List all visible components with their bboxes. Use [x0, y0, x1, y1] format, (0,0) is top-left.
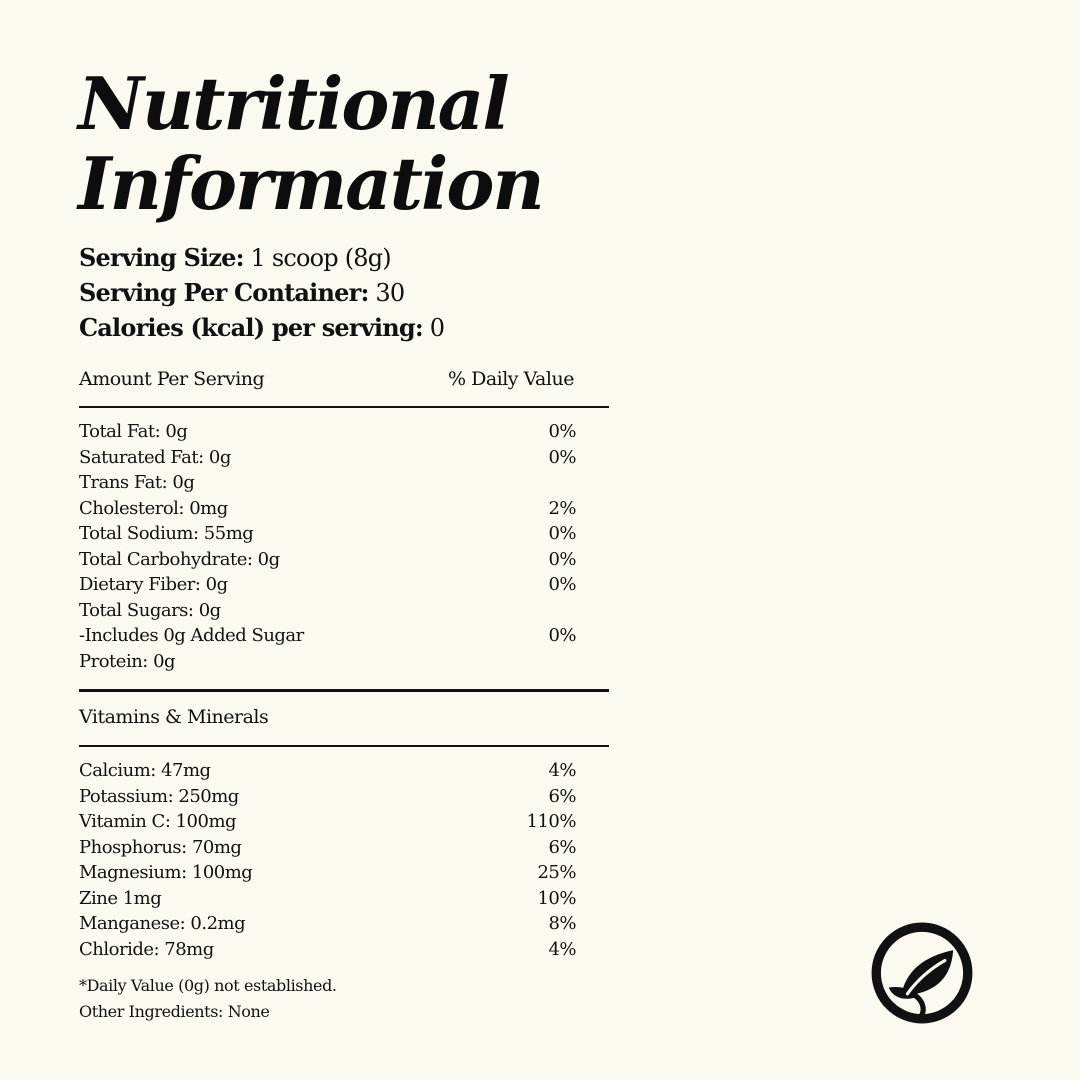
servings-per-container-value: 30	[375, 279, 405, 307]
nutrient-name: Cholesterol: 0mg	[79, 497, 228, 519]
nutrient-row: Total Fat: 0g 0%	[79, 419, 576, 445]
daily-value-header: % Daily Value	[448, 368, 574, 390]
nutrient-row: Protein: 0g	[79, 649, 576, 675]
leaf-circle-icon	[871, 922, 973, 1024]
vitamin-name: Manganese: 0.2mg	[79, 913, 246, 934]
serving-size-row: Serving Size: 1 scoop (8g)	[79, 240, 639, 275]
nutrient-name: Protein: 0g	[79, 650, 176, 672]
nutrient-name: Total Sodium: 55mg	[79, 523, 254, 544]
vitamin-name: Potassium: 250mg	[79, 785, 239, 807]
nutrient-name: Total Sugars: 0g	[79, 599, 221, 621]
header-divider	[79, 406, 609, 408]
nutrient-row: Cholesterol: 0mg 2%	[79, 496, 576, 522]
vitamin-daily-value: 6%	[548, 785, 576, 807]
nutrient-daily-value: 0%	[548, 421, 576, 442]
nutrient-row: Trans Fat: 0g	[79, 470, 576, 496]
vitamin-daily-value: 4%	[548, 938, 576, 960]
nutrient-name: -Includes 0g Added Sugar	[79, 625, 304, 646]
nutrient-row: Total Sugars: 0g	[79, 598, 576, 624]
vitamin-list: Calcium: 47mg 4% Potassium: 250mg 6% Vitamin…	[79, 758, 577, 963]
vitamins-minerals-header: Vitamins & Minerals	[79, 706, 269, 728]
calories-value: 0	[429, 314, 445, 342]
nutrient-row: Total Sodium: 55mg 0%	[79, 521, 576, 547]
vitamin-row: Vitamin C: 100mg 110%	[79, 809, 577, 835]
nutrient-row: Dietary Fiber: 0g 0%	[79, 572, 576, 598]
page-title: Nutritional Information	[78, 61, 545, 226]
vitamin-daily-value: 10%	[537, 887, 576, 909]
serving-summary: Serving Size: 1 scoop (8g) Serving Per C…	[79, 240, 639, 345]
nutrient-daily-value: 0%	[548, 625, 576, 646]
vitamins-divider	[79, 745, 609, 747]
nutrient-name: Saturated Fat: 0g	[79, 446, 231, 468]
vitamin-row: Phosphorus: 70mg 6%	[79, 835, 576, 861]
nutrient-daily-value: 0%	[548, 574, 576, 595]
vitamin-name: Phosphorus: 70mg	[79, 836, 242, 858]
servings-per-container-row: Serving Per Container: 30	[79, 275, 639, 310]
nutrient-daily-value: 0%	[548, 548, 576, 570]
vitamin-name: Chloride: 78mg	[79, 938, 214, 960]
vitamin-row: Magnesium: 100mg 25%	[79, 860, 576, 886]
vitamin-name: Magnesium: 100mg	[79, 862, 253, 883]
vitamin-daily-value: 25%	[537, 862, 576, 883]
vitamin-row: Chloride: 78mg 4%	[79, 937, 576, 963]
nutrient-name: Total Fat: 0g	[79, 421, 188, 442]
vitamin-row: Potassium: 250mg 6%	[79, 784, 576, 810]
serving-size-value: 1 scoop (8g)	[250, 244, 392, 272]
nutrient-row: Total Carbohydrate: 0g 0%	[79, 547, 576, 573]
nutrient-row: -Includes 0g Added Sugar 0%	[79, 623, 576, 649]
nutrient-daily-value: 0%	[548, 523, 576, 544]
vitamin-daily-value: 6%	[548, 836, 576, 858]
vitamin-daily-value: 110%	[526, 811, 577, 832]
serving-size-label: Serving Size:	[79, 243, 245, 272]
section-divider-thick	[79, 689, 609, 692]
nutrient-row: Saturated Fat: 0g 0%	[79, 445, 576, 471]
vitamin-daily-value: 8%	[548, 913, 576, 934]
vitamin-row: Zine 1mg 10%	[79, 886, 576, 912]
other-ingredients-note: Other Ingredients: None	[79, 1002, 270, 1021]
daily-value-footnote: *Daily Value (0g) not established.	[79, 976, 337, 995]
servings-per-container-label: Serving Per Container:	[79, 278, 369, 307]
nutrient-list: Total Fat: 0g 0% Saturated Fat: 0g 0% Trans …	[79, 419, 576, 674]
amount-per-serving-header: Amount Per Serving	[79, 368, 265, 390]
nutrient-daily-value: 2%	[548, 497, 576, 519]
nutrient-name: Dietary Fiber: 0g	[79, 574, 228, 595]
calories-label: Calories (kcal) per serving:	[79, 313, 424, 342]
vitamin-row: Manganese: 0.2mg 8%	[79, 911, 576, 937]
nutrient-daily-value: 0%	[548, 446, 576, 468]
nutrient-name: Total Carbohydrate: 0g	[79, 548, 280, 570]
nutrient-name: Trans Fat: 0g	[79, 472, 195, 493]
vitamin-name: Calcium: 47mg	[79, 760, 211, 781]
page-title-line-1: Nutritional	[78, 61, 510, 146]
page-title-line-2: Information	[78, 141, 545, 226]
vitamin-name: Zine 1mg	[79, 887, 162, 909]
calories-row: Calories (kcal) per serving: 0	[79, 310, 639, 345]
vitamin-row: Calcium: 47mg 4%	[79, 758, 576, 784]
vitamin-daily-value: 4%	[548, 760, 576, 781]
vitamin-name: Vitamin C: 100mg	[79, 811, 237, 832]
